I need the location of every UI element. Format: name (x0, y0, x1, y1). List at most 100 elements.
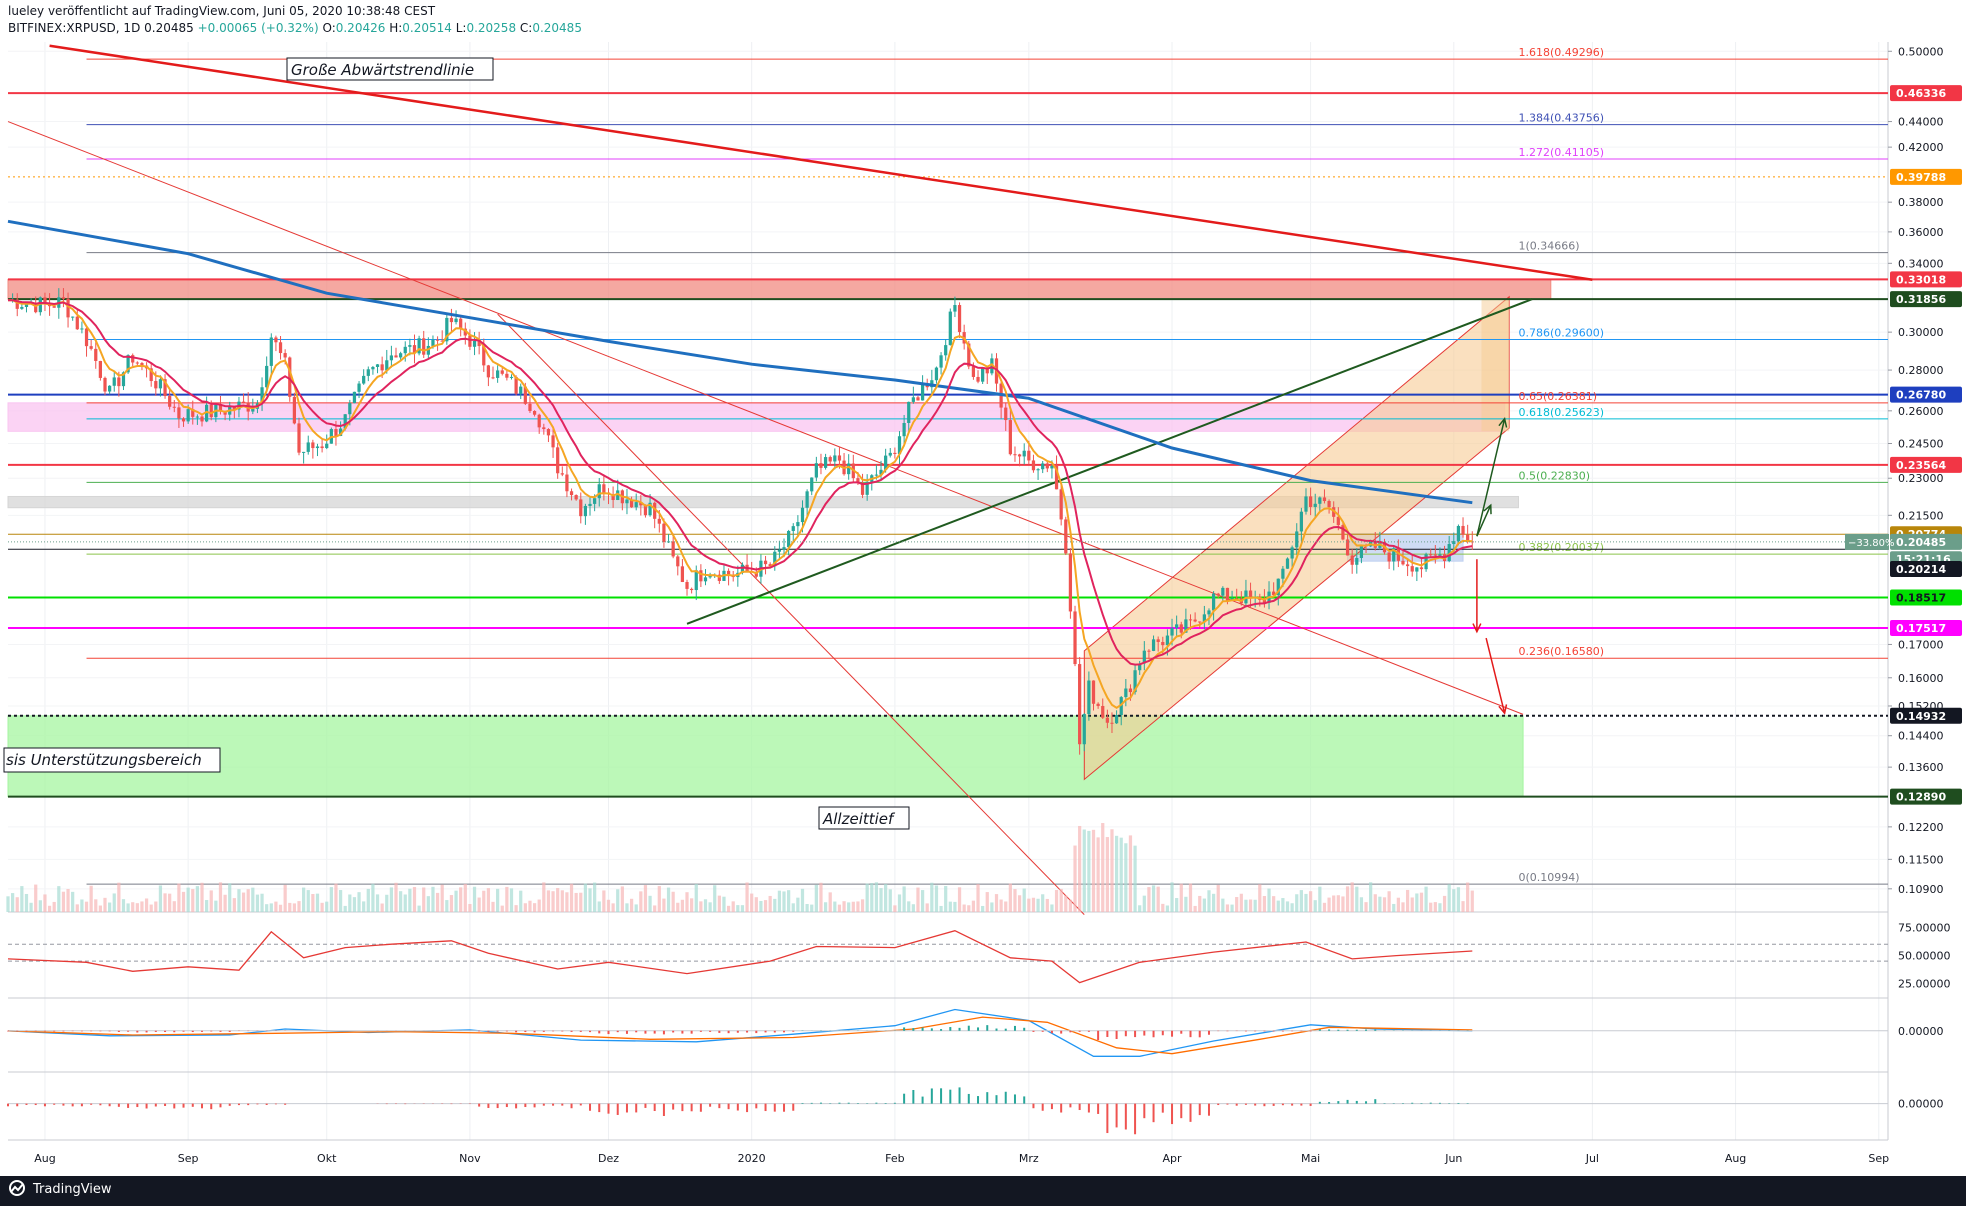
volume-bar (1281, 898, 1284, 912)
volume-bar (205, 900, 208, 912)
histogram-bar (709, 1104, 711, 1107)
candle-body (792, 526, 795, 531)
candle-body (916, 397, 919, 400)
candle-body (833, 455, 836, 461)
histogram-bar (1337, 1030, 1339, 1031)
volume-bar (718, 896, 721, 912)
histogram-bar (977, 1027, 979, 1030)
candle-body (912, 397, 915, 402)
histogram-bar (598, 1031, 600, 1034)
histogram-bar (598, 1104, 600, 1112)
histogram-bar (1263, 1104, 1265, 1107)
candle-body (168, 396, 171, 407)
volume-bar (1438, 903, 1441, 912)
volume-bar (1392, 904, 1395, 912)
candle-body (1295, 531, 1298, 547)
volume-bar (653, 905, 656, 912)
volume-bar (468, 904, 471, 912)
candle-body (307, 442, 310, 451)
volume-bar (450, 895, 453, 912)
price-axis-label: 0.10900 (1898, 883, 1944, 896)
candle-body (1101, 706, 1104, 718)
histogram-bar (515, 1031, 517, 1033)
histogram-bar (783, 1104, 785, 1112)
volume-bar (256, 895, 259, 912)
volume-bar (630, 899, 633, 912)
histogram-bar (635, 1031, 637, 1033)
volume-bar (1170, 882, 1173, 912)
volume-bar (644, 885, 647, 912)
candle-body (787, 531, 790, 547)
tradingview-brand[interactable]: TradingView (32, 1182, 112, 1197)
histogram-bar (1060, 1031, 1062, 1034)
candle-body (293, 397, 296, 424)
volume-bar (561, 890, 564, 912)
volume-bar (570, 884, 573, 912)
volume-bar (810, 905, 813, 912)
histogram-bar (561, 1031, 563, 1032)
volume-bar (473, 887, 476, 912)
volume-bar (1323, 903, 1326, 912)
fib-label: 0(0.10994) (1518, 871, 1579, 884)
histogram-bar (1319, 1102, 1321, 1104)
candle-body (1194, 620, 1197, 622)
annotation-ath-low-text: Allzeittief (822, 810, 896, 828)
volume-bar (108, 903, 111, 912)
histogram-bar (1143, 1104, 1145, 1119)
volume-bar (870, 883, 873, 912)
candle-body (1461, 526, 1464, 535)
candle-body (838, 455, 841, 460)
histogram-bar (996, 1095, 998, 1103)
volume-bar (191, 889, 194, 912)
volume-bar (976, 884, 979, 912)
volume-bar (1184, 897, 1187, 912)
candle-body (662, 524, 665, 542)
candle-body (889, 453, 892, 456)
candle-body (71, 317, 74, 318)
candle-body (1281, 569, 1284, 579)
volume-bar (413, 887, 416, 912)
percent-tag-text: −33.80% (1848, 538, 1895, 549)
volume-bar (528, 901, 531, 912)
histogram-bar (1365, 1030, 1367, 1031)
volume-bar (288, 903, 291, 912)
histogram-bar (229, 1031, 231, 1032)
volume-bar (173, 901, 176, 912)
volume-bar (1254, 900, 1257, 912)
volume-bar (685, 892, 688, 912)
volume-bar (1018, 895, 1021, 912)
price-tag-text: 0.18517 (1896, 591, 1946, 604)
histogram-bar (1125, 1031, 1127, 1037)
volume-bar (635, 904, 638, 912)
candle-body (976, 377, 979, 382)
time-axis-label: Aug (34, 1152, 55, 1165)
candle-body (519, 387, 522, 394)
candle-body (1434, 555, 1437, 556)
histogram-bar (1051, 1104, 1053, 1109)
candle-body (1018, 454, 1021, 456)
histogram-bar (1106, 1104, 1108, 1133)
volume-bar (251, 888, 254, 912)
histogram-bar (118, 1104, 120, 1107)
histogram-bar (1125, 1104, 1127, 1130)
volume-bar (1355, 887, 1358, 912)
candle-body (1170, 628, 1173, 635)
histogram-bar (1060, 1104, 1062, 1113)
histogram-bar (1217, 1104, 1219, 1105)
volume-bar (348, 894, 351, 912)
candle-body (1286, 559, 1289, 569)
candle-body (80, 328, 83, 329)
volume-bar (926, 903, 929, 912)
candle-body (1087, 681, 1090, 715)
volume-bar (1448, 884, 1451, 912)
time-axis-label: Mai (1301, 1152, 1320, 1165)
time-axis-label: 2020 (738, 1152, 766, 1165)
histogram-bar (201, 1104, 203, 1109)
volume-bar (362, 901, 365, 912)
volume-bar (376, 894, 379, 912)
price-tag-text: 0.26780 (1896, 389, 1946, 402)
volume-bar (930, 883, 933, 912)
histogram-bar (1226, 1104, 1228, 1105)
histogram-bar (497, 1104, 499, 1108)
symbol: BITFINEX:XRPUSD, 1D (8, 21, 140, 35)
